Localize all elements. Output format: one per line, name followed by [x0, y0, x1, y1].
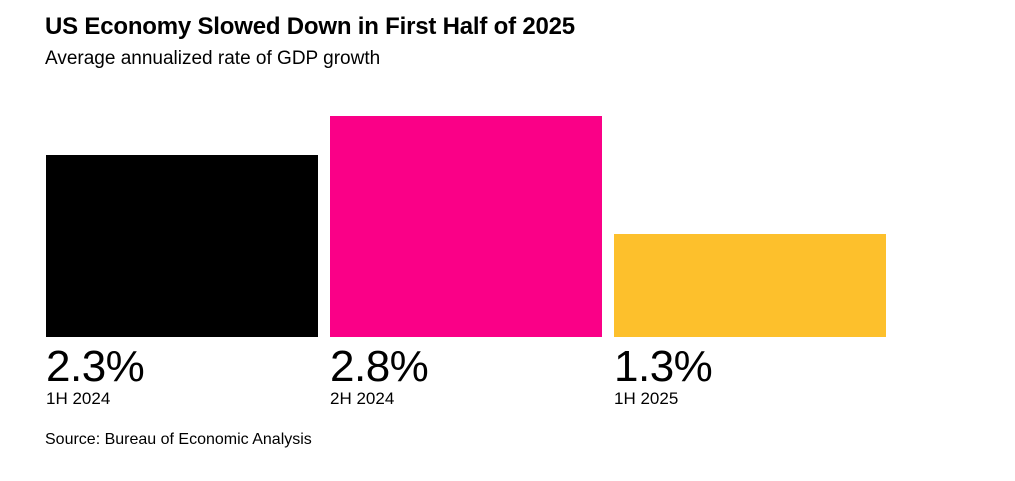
chart-subtitle: Average annualized rate of GDP growth: [45, 48, 381, 69]
bar-1h-2024: [46, 155, 318, 337]
bar-category-label: 1H 2024: [46, 388, 111, 408]
chart-title: US Economy Slowed Down in First Half of …: [45, 13, 575, 40]
bar-value-label: 1.3%: [614, 342, 713, 391]
bar-chart: 2.3% 1H 2024 2.8% 2H 2024 1.3% 1H 2025: [46, 116, 886, 409]
bar-value-label: 2.8%: [330, 342, 429, 391]
bar-category-label: 1H 2025: [614, 388, 679, 408]
bar-group-1h-2025: 1.3% 1H 2025: [614, 116, 886, 409]
bar-2h-2024: [330, 116, 602, 337]
bar-zone: [46, 116, 318, 337]
bar-value-label: 2.3%: [46, 342, 145, 391]
bar-1h-2025: [614, 234, 886, 337]
bar-zone: [330, 116, 602, 337]
bar-zone: [614, 116, 886, 337]
bar-group-1h-2024: 2.3% 1H 2024: [46, 116, 318, 409]
source-note: Source: Bureau of Economic Analysis: [45, 431, 312, 448]
bar-group-2h-2024: 2.8% 2H 2024: [330, 116, 602, 409]
bar-category-label: 2H 2024: [330, 388, 395, 408]
